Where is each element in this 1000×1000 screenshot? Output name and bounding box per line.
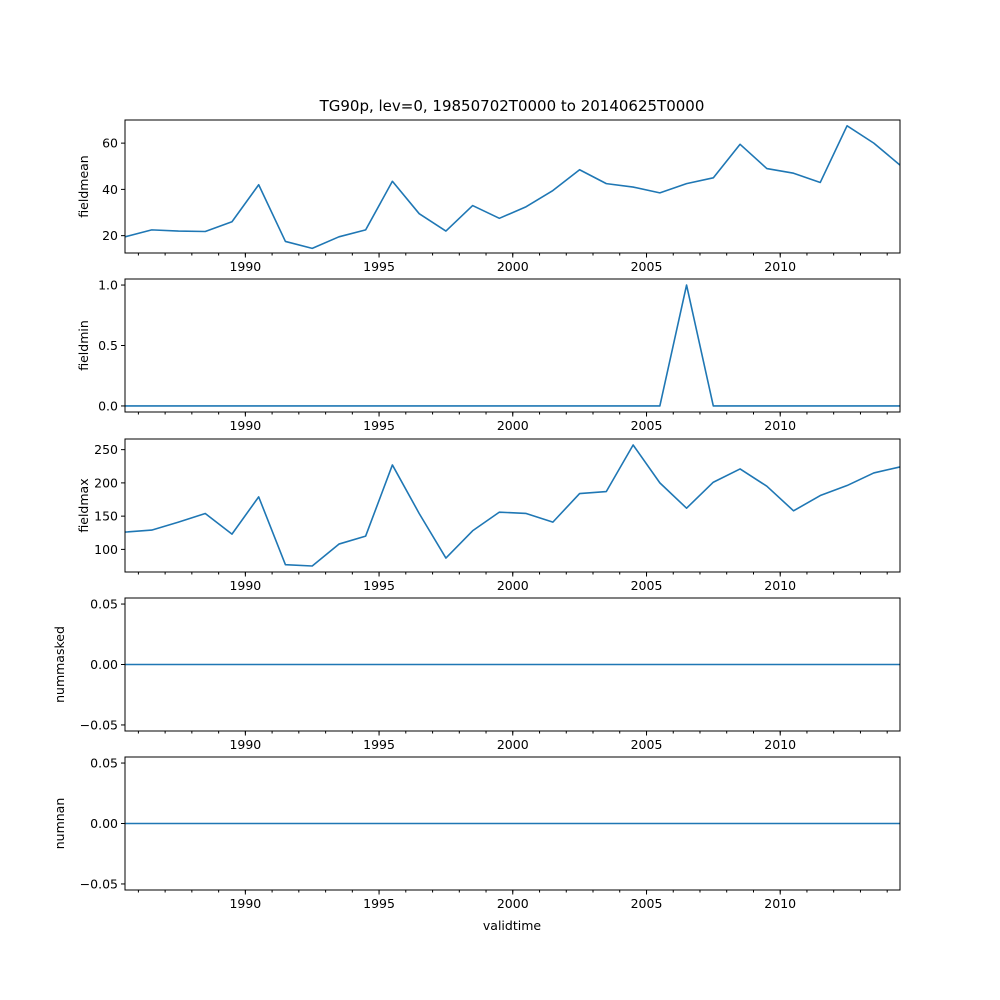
- fieldmin-x-tick-label: 2010: [764, 418, 796, 433]
- nummasked-y-tick-label: 0.00: [90, 657, 118, 672]
- fieldmin-y-tick-label: 0.5: [98, 338, 118, 353]
- fieldmax-x-tick-label: 1995: [363, 578, 395, 593]
- fieldmin-axes-frame: [124, 278, 901, 413]
- fieldmax-y-tick-label: 100: [94, 542, 118, 557]
- numnan-y-tick-label: −0.05: [80, 876, 118, 891]
- fieldmax-x-tick-label: 2000: [497, 578, 529, 593]
- fieldmax-y-axis-label: fieldmax: [76, 478, 91, 532]
- fieldmean-x-tick-label: 2000: [497, 259, 529, 274]
- fieldmax-axes-frame: [124, 438, 901, 573]
- fieldmax-y-tick-label: 150: [94, 509, 118, 524]
- nummasked-y-tick-label: −0.05: [80, 717, 118, 732]
- numnan-x-tick-label: 2005: [631, 896, 663, 911]
- fieldmean-axes-frame: [124, 119, 901, 254]
- subplot-fieldmean: 20 40 60 1990 1995 2000 2005 2010 fieldmean: [76, 119, 901, 274]
- fieldmax-y-tick-label: 200: [94, 475, 118, 490]
- fieldmean-x-tick-label: 1990: [229, 259, 261, 274]
- nummasked-x-tick-label: 2005: [631, 737, 663, 752]
- nummasked-x-tick-label: 2010: [764, 737, 796, 752]
- nummasked-x-tick-label: 1990: [229, 737, 261, 752]
- fieldmean-y-tick-label: 60: [102, 136, 118, 151]
- fieldmin-x-tick-label: 1990: [229, 418, 261, 433]
- fieldmax-x-tick-label: 1990: [229, 578, 261, 593]
- numnan-y-tick-label: 0.05: [90, 756, 118, 771]
- numnan-y-tick-label: 0.00: [90, 816, 118, 831]
- fieldmax-x-tick-label: 2005: [631, 578, 663, 593]
- numnan-x-tick-label: 2000: [497, 896, 529, 911]
- numnan-x-tick-label: 1990: [229, 896, 261, 911]
- fieldmax-series-line: [124, 444, 901, 567]
- fieldmean-y-tick-label: 20: [102, 228, 118, 243]
- numnan-x-tick-label: 1995: [363, 896, 395, 911]
- fieldmean-x-tick-label: 2010: [764, 259, 796, 274]
- nummasked-x-tick-label: 2000: [497, 737, 529, 752]
- numnan-y-axis-label: numnan: [52, 798, 67, 850]
- fieldmax-y-tick-label: 250: [94, 442, 118, 457]
- fieldmean-series-line: [124, 124, 901, 250]
- nummasked-x-tick-label: 1995: [363, 737, 395, 752]
- fieldmin-x-tick-label: 2000: [497, 418, 529, 433]
- fieldmin-y-tick-label: 1.0: [98, 278, 118, 293]
- subplot-fieldmax: 100 150 200 250 1990 1995 2000 2005 2010 fieldmax: [76, 438, 901, 593]
- fieldmean-y-axis-label: fieldmean: [76, 155, 91, 217]
- fieldmin-x-tick-label: 2005: [631, 418, 663, 433]
- subplot-nummasked: −0.05 0.00 0.05 1990 1995 2000 2005 2010 nummask…: [52, 597, 901, 752]
- subplot-numnan: −0.05 0.00 0.05 1990 1995 2000 2005 2010 numnan: [52, 756, 901, 911]
- nummasked-y-axis-label: nummasked: [52, 626, 67, 703]
- nummasked-y-tick-label: 0.05: [90, 597, 118, 612]
- fieldmax-x-tick-label: 2010: [764, 578, 796, 593]
- fieldmean-x-tick-label: 2005: [631, 259, 663, 274]
- numnan-x-tick-label: 2010: [764, 896, 796, 911]
- x-axis-label: validtime: [483, 918, 541, 933]
- fieldmin-y-axis-label: fieldmin: [76, 320, 91, 371]
- fieldmean-y-tick-label: 40: [102, 182, 118, 197]
- fieldmin-y-tick-label: 0.0: [98, 398, 118, 413]
- fieldmean-x-tick-label: 1995: [363, 259, 395, 274]
- subplot-fieldmin: 0.0 0.5 1.0 1990 1995 2000 2005 2010 fieldmin: [76, 278, 901, 433]
- chart-title: TG90p, lev=0, 19850702T0000 to 20140625T…: [319, 97, 705, 115]
- fieldmin-x-tick-label: 1995: [363, 418, 395, 433]
- fieldmin-series-line: [125, 284, 900, 407]
